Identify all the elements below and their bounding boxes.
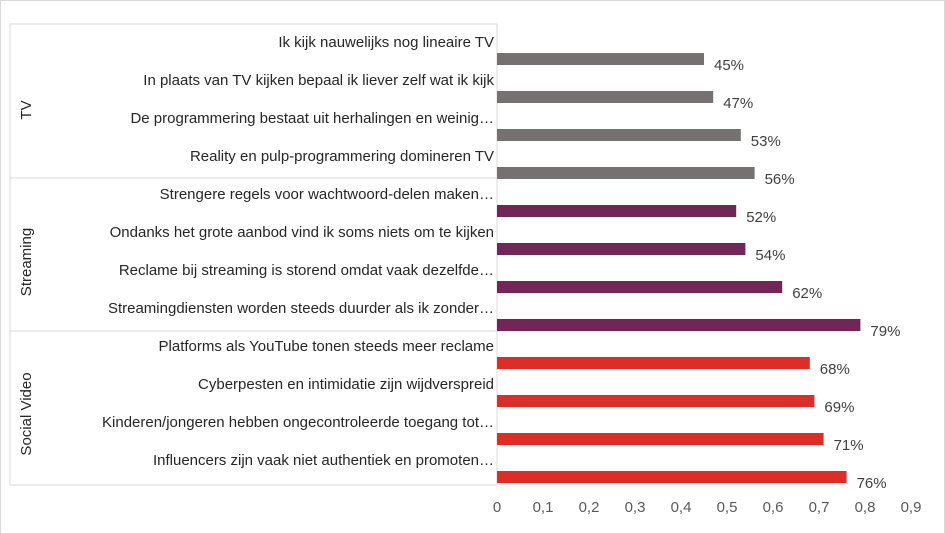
group-label: Social Video (18, 372, 35, 455)
category-label: Kinderen/jongeren hebben ongecontroleerd… (102, 414, 494, 431)
x-tick-label: 0,7 (809, 499, 830, 516)
data-label: 56% (765, 171, 795, 188)
data-label: 52% (746, 209, 776, 226)
bar-social-video-0 (497, 357, 810, 369)
bar-streaming-2 (497, 281, 783, 293)
category-label: Cyberpesten en intimidatie zijn wijdvers… (198, 376, 494, 393)
category-label: Ondanks het grote aanbod vind ik soms ni… (110, 224, 494, 241)
data-label: 62% (792, 285, 822, 302)
x-tick-label: 0,3 (625, 499, 646, 516)
group-label: TV (18, 100, 35, 119)
data-label: 53% (751, 133, 781, 150)
group-label: Streaming (18, 228, 35, 296)
bar-social-video-1 (497, 395, 815, 407)
x-tick-label: 0,6 (763, 499, 784, 516)
x-tick-label: 0 (493, 499, 501, 516)
category-label: In plaats van TV kijken bepaal ik liever… (143, 72, 494, 89)
category-label: Platforms als YouTube tonen steeds meer … (159, 338, 494, 355)
category-label: Strengere regels voor wachtwoord-delen m… (160, 186, 494, 203)
category-label: Influencers zijn vaak niet authentiek en… (153, 452, 494, 469)
x-tick-label: 0,8 (855, 499, 876, 516)
category-label: Reclame bij streaming is storend omdat v… (119, 262, 494, 279)
data-label: 79% (870, 323, 900, 340)
category-label: Ik kijk nauwelijks nog lineaire TV (278, 34, 494, 51)
data-label: 69% (824, 399, 854, 416)
bar-streaming-1 (497, 243, 746, 255)
data-label: 45% (714, 57, 744, 74)
bar-social-video-3 (497, 471, 847, 483)
x-tick-label: 0,1 (533, 499, 554, 516)
data-label: 47% (723, 95, 753, 112)
data-label: 54% (755, 247, 785, 264)
x-tick-label: 0,4 (671, 499, 692, 516)
category-label: Reality en pulp-programmering domineren … (190, 148, 494, 165)
bar-social-video-2 (497, 433, 824, 445)
bar-tv-2 (497, 129, 741, 141)
x-tick-label: 0,5 (717, 499, 738, 516)
bar-tv-0 (497, 53, 704, 65)
bar-tv-3 (497, 167, 755, 179)
category-label: Streamingdiensten worden steeds duurder … (108, 300, 494, 317)
data-label: 71% (834, 437, 864, 454)
bar-streaming-0 (497, 205, 737, 217)
data-label: 76% (857, 475, 887, 492)
x-tick-label: 0,9 (901, 499, 922, 516)
bar-streaming-3 (497, 319, 861, 331)
data-label: 68% (820, 361, 850, 378)
x-tick-label: 0,2 (579, 499, 600, 516)
bar-tv-1 (497, 91, 714, 103)
category-label: De programmering bestaat uit herhalingen… (130, 110, 494, 127)
